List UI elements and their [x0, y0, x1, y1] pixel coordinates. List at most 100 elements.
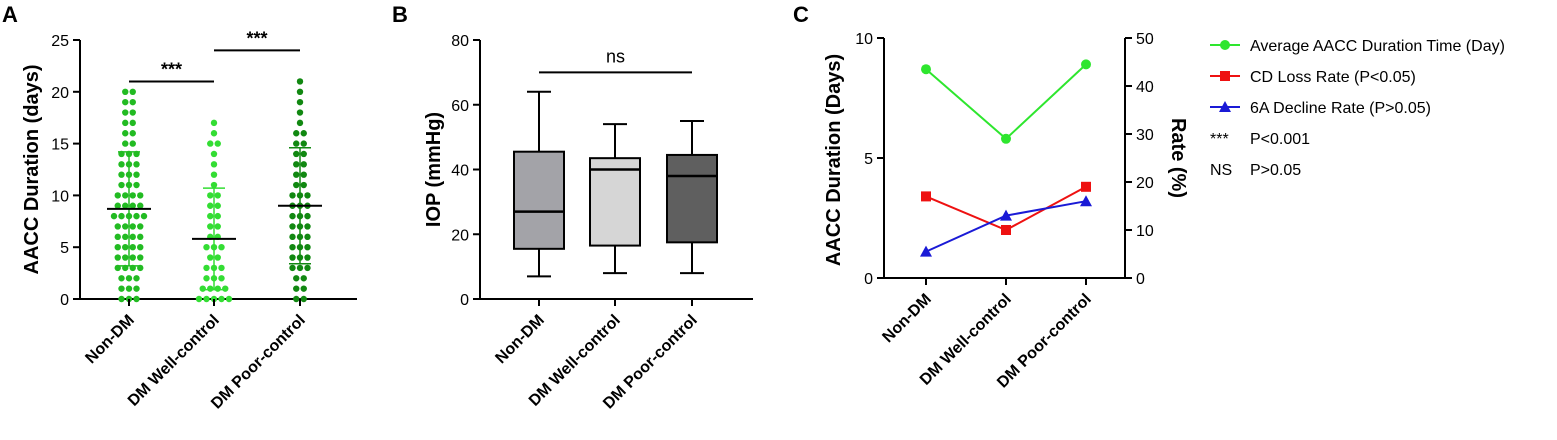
data-point [137, 202, 144, 209]
data-point [137, 192, 144, 199]
y-tick-label: 0 [460, 292, 469, 309]
category-label: Non-DM [879, 291, 934, 346]
legend-marker [1220, 40, 1230, 50]
data-point [122, 130, 129, 137]
iqr-box [589, 157, 641, 247]
data-point [122, 109, 129, 116]
data-point [129, 119, 136, 127]
data-point [293, 171, 300, 178]
panel-c-chart: 0 5 10 0 10 20 30 40 50 AACC Duration (Days) Rate … [823, 31, 1505, 391]
data-point [296, 98, 304, 106]
data-point [137, 244, 144, 251]
y-tick-label: 25 [51, 33, 69, 50]
data-point [118, 295, 125, 303]
y-axis-title: AACC Duration (days) [21, 64, 43, 274]
data-point [214, 140, 221, 147]
data-point [210, 119, 218, 127]
data-point [129, 202, 136, 209]
significance-label: *** [161, 59, 182, 79]
data-point [304, 212, 311, 220]
data-point [207, 202, 214, 209]
data-point [114, 254, 121, 261]
data-point [207, 223, 214, 230]
data-point [293, 140, 300, 147]
data-point [300, 130, 307, 137]
category-label: DM Poor-control [208, 312, 309, 413]
data-point [289, 223, 296, 230]
series-dm-poor-control [278, 78, 322, 303]
data-point [129, 109, 136, 116]
y-tick-label: 5 [60, 240, 69, 257]
data-point [129, 130, 136, 137]
y-tick-label: 80 [451, 33, 469, 50]
data-point [122, 98, 129, 106]
y-tick-label-left: 0 [864, 271, 873, 288]
data-point [114, 202, 121, 209]
data-point [195, 295, 203, 303]
y-tick-label-left: 10 [855, 31, 873, 48]
data-point [1000, 209, 1012, 221]
data-point [203, 275, 210, 282]
data-point [293, 275, 300, 282]
data-point [207, 212, 214, 220]
series-dm-well-control [192, 119, 236, 303]
data-point [289, 264, 296, 272]
data-point [210, 150, 218, 158]
data-point [296, 78, 304, 85]
category-label: Non-DM [82, 312, 137, 367]
data-point [210, 171, 218, 178]
data-point [133, 285, 140, 292]
data-point [137, 233, 144, 241]
y-tick-label-left: 5 [864, 151, 873, 168]
data-point [203, 295, 210, 303]
box-non-dm [513, 90, 565, 278]
data-point [300, 275, 307, 282]
data-point [296, 264, 304, 272]
box-dm-poor-control [666, 119, 718, 275]
data-point [122, 223, 129, 230]
series-line [925, 185, 1087, 232]
data-point [293, 181, 300, 189]
data-point [214, 192, 221, 199]
data-point [300, 171, 307, 178]
data-point [222, 285, 229, 292]
data-point [133, 171, 140, 178]
legend-note-symbol: NS [1210, 162, 1232, 179]
data-point [118, 181, 125, 189]
data-point [129, 192, 136, 199]
box-dm-well-control [589, 123, 641, 275]
data-point [296, 88, 304, 96]
data-point [122, 254, 129, 261]
data-point [207, 254, 214, 261]
category-label: Non-DM [492, 312, 547, 367]
data-point [293, 130, 300, 137]
data-point [133, 212, 140, 220]
data-point [296, 119, 304, 127]
data-point [118, 285, 125, 292]
data-point [304, 244, 311, 251]
data-point [203, 264, 210, 272]
data-point [122, 88, 129, 96]
data-point [118, 275, 125, 282]
data-point [125, 275, 133, 282]
data-point [300, 295, 307, 303]
legend-marker [1220, 71, 1230, 81]
significance-label: ns [606, 46, 625, 66]
legend-label: 6A Decline Rate (P>0.05) [1250, 100, 1431, 117]
data-point [118, 212, 125, 220]
category-label: DM Well-control [125, 312, 223, 410]
legend-note-symbol: *** [1210, 131, 1229, 148]
data-point [304, 223, 311, 230]
data-point [129, 223, 136, 230]
legend-note-text: P>0.05 [1250, 162, 1301, 179]
data-point [129, 254, 136, 261]
y-tick-label-right: 20 [1136, 175, 1154, 192]
data-point [293, 150, 300, 158]
data-point [122, 202, 129, 209]
data-point [300, 285, 307, 292]
data-point [300, 150, 307, 158]
legend-marker [1219, 101, 1231, 112]
data-point [1001, 225, 1011, 235]
data-point [214, 285, 221, 292]
